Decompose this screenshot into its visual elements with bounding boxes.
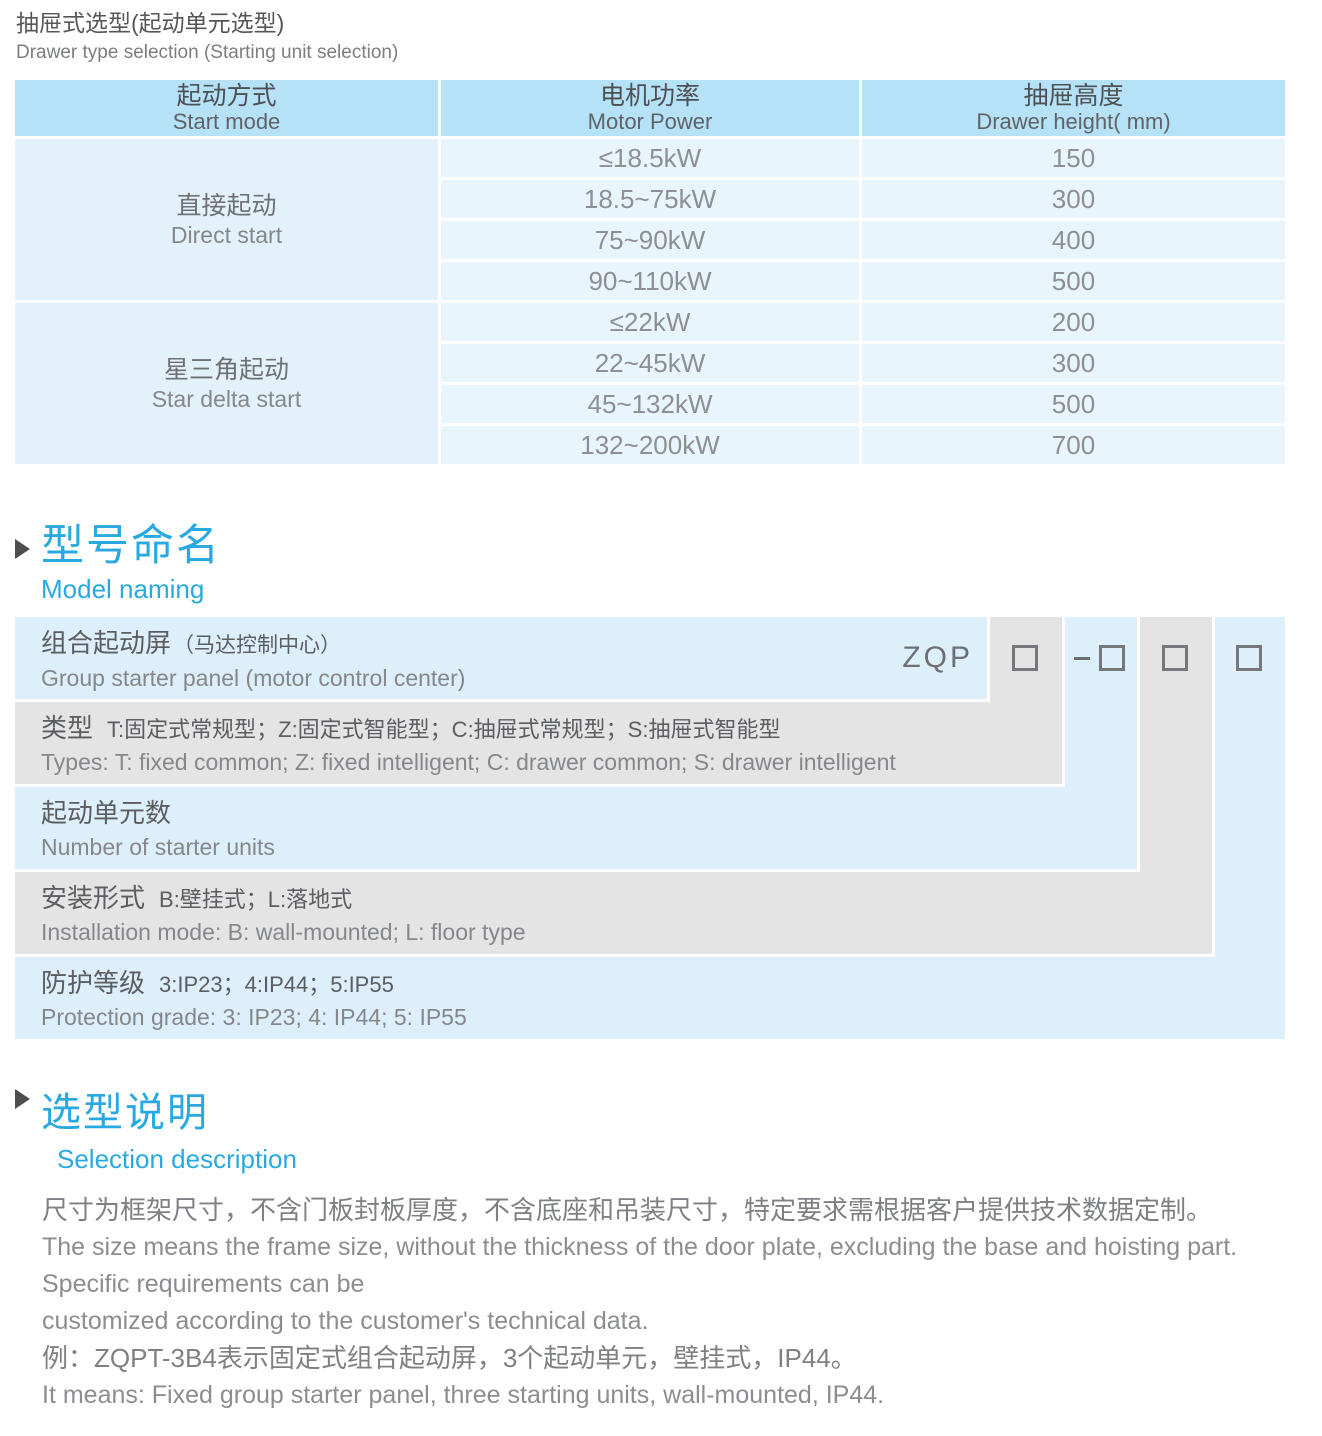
header-zh: 起动方式 xyxy=(176,82,277,110)
page-title: 抽屉式选型(起动单元选型) Drawer type selection (Sta… xyxy=(16,8,398,65)
height-cell: 300 xyxy=(862,180,1285,218)
height-cell: 300 xyxy=(862,344,1285,382)
selection-description-text: 尺寸为框架尺寸，不含门板封板厚度，不含底座和吊装尺寸，特定要求需根据客户提供技术… xyxy=(42,1192,1322,1414)
heading-zh: 型号命名 xyxy=(41,522,221,570)
height-cell: 400 xyxy=(862,221,1285,259)
code-box-holder-units xyxy=(1062,617,1137,699)
power-cell: 90~110kW xyxy=(441,262,859,300)
row-label-zh: 安装形式 B:壁挂式；L:落地式 xyxy=(41,882,1212,916)
heading-en: Selection description xyxy=(57,1144,297,1174)
drawer-selection-table: 起动方式 Start mode 电机功率 Motor Power 抽屉高度 Dr… xyxy=(15,80,1285,464)
description-line: 尺寸为框架尺寸，不含门板封板厚度，不含底座和吊装尺寸，特定要求需根据客户提供技术… xyxy=(42,1195,1213,1225)
power-cell: 75~90kW xyxy=(441,221,859,259)
row-label-zh-detail: （马达控制中心） xyxy=(173,634,342,657)
diagram-row-starter-units: 起动单元数 Number of starter units xyxy=(15,787,1137,869)
section-heading-model-naming: 型号命名 Model naming xyxy=(15,522,221,604)
row-label-zh: 类型 T:固定式常规型；Z:固定式智能型；C:抽屉式常规型；S:抽屉式智能型 xyxy=(41,712,1062,746)
code-box-icon xyxy=(1235,645,1262,671)
model-prefix: ZQP xyxy=(902,641,973,674)
heading-text: 选型说明 Selection description xyxy=(41,1089,297,1174)
header-en: Start mode xyxy=(172,109,281,134)
header-zh: 电机功率 xyxy=(599,82,700,110)
row-label-zh-main: 防护等级 xyxy=(41,968,146,998)
code-box-icon xyxy=(1011,645,1038,671)
model-naming-diagram: 组合起动屏（马达控制中心） Group starter panel (motor… xyxy=(15,617,1285,1039)
table-header-drawer-height: 抽屉高度 Drawer height( mm) xyxy=(862,80,1285,136)
description-line: It means: Fixed group starter panel, thr… xyxy=(42,1381,885,1409)
diagram-row-protection-grade: 防护等级 3:IP23；4:IP44；5:IP55 Protection grad… xyxy=(15,957,1285,1039)
group-label-en: Star delta start xyxy=(151,385,302,412)
triangle-bullet-icon xyxy=(15,1089,30,1109)
heading-zh: 选型说明 xyxy=(41,1091,209,1135)
power-cell: 18.5~75kW xyxy=(441,180,859,218)
row-label-zh-main: 类型 xyxy=(41,713,94,743)
diagram-row-installation-mode: 安装形式 B:壁挂式；L:落地式 Installation mode: B: wa… xyxy=(15,872,1212,954)
start-mode-group-star-delta: 星三角起动 Star delta start xyxy=(15,303,438,464)
row-label-zh: 组合起动屏（马达控制中心） xyxy=(41,627,987,662)
heading-text: 型号命名 Model naming xyxy=(41,522,221,604)
row-label-en: Group starter panel (motor control cente… xyxy=(41,665,466,691)
group-label-zh: 星三角起动 xyxy=(163,355,289,384)
row-label-zh-detail: 3:IP23；4:IP44；5:IP55 xyxy=(159,972,394,997)
row-label-en: Types: T: fixed common; Z: fixed intelli… xyxy=(41,749,896,775)
power-cell: ≤18.5kW xyxy=(441,139,859,177)
power-cell: 22~45kW xyxy=(441,344,859,382)
diagram-row-types: 类型 T:固定式常规型；Z:固定式智能型；C:抽屉式常规型；S:抽屉式智能型 Ty… xyxy=(15,702,1062,784)
height-cell: 700 xyxy=(862,426,1285,464)
power-cell: ≤22kW xyxy=(441,303,859,341)
height-cell: 150 xyxy=(862,139,1285,177)
header-en: Motor Power xyxy=(587,109,713,134)
height-cell: 500 xyxy=(862,385,1285,423)
row-label-en: Number of starter units xyxy=(41,834,275,860)
header-zh: 抽屉高度 xyxy=(1023,82,1124,110)
code-box-holder-type xyxy=(987,617,1062,699)
group-label-en: Direct start xyxy=(170,221,283,248)
row-label-en: Installation mode: B: wall-mounted; L: f… xyxy=(41,919,526,945)
start-mode-group-direct: 直接起动 Direct start xyxy=(15,139,438,300)
page-title-zh: 抽屉式选型(起动单元选型) xyxy=(16,10,285,36)
description-line: customized according to the customer's t… xyxy=(42,1307,649,1335)
power-cell: 132~200kW xyxy=(441,426,859,464)
power-cell: 45~132kW xyxy=(441,385,859,423)
row-label-zh: 起动单元数 xyxy=(41,797,1137,831)
code-box-icon xyxy=(1161,645,1188,671)
page-title-en: Drawer type selection (Starting unit sel… xyxy=(16,42,399,63)
row-label-zh-detail: B:壁挂式；L:落地式 xyxy=(159,887,353,912)
row-label-en: Protection grade: 3: IP23; 4: IP44; 5: I… xyxy=(41,1004,467,1030)
table-header-start-mode: 起动方式 Start mode xyxy=(15,80,438,136)
dash-icon xyxy=(1074,656,1090,660)
code-box-holder-protection xyxy=(1212,617,1285,699)
row-label-zh-detail: T:固定式常规型；Z:固定式智能型；C:抽屉式常规型；S:抽屉式智能型 xyxy=(107,717,781,742)
description-line: The size means the frame size, without t… xyxy=(42,1233,1238,1298)
triangle-bullet-icon xyxy=(15,539,30,559)
row-label-zh-main: 组合起动屏 xyxy=(41,628,172,658)
section-heading-selection-description: 选型说明 Selection description xyxy=(15,1089,297,1174)
height-cell: 500 xyxy=(862,262,1285,300)
height-cell: 200 xyxy=(862,303,1285,341)
row-label-zh-main: 起动单元数 xyxy=(41,798,172,828)
description-line: 例：ZQPT-3B4表示固定式组合起动屏，3个起动单元，壁挂式，IP44。 xyxy=(42,1343,857,1373)
heading-en: Model naming xyxy=(41,574,205,604)
group-label-zh: 直接起动 xyxy=(176,191,277,220)
diagram-row-group-starter-panel: 组合起动屏（马达控制中心） Group starter panel (motor… xyxy=(15,617,987,699)
code-box-holder-installation xyxy=(1137,617,1212,699)
code-box-icon xyxy=(1099,645,1125,671)
header-en: Drawer height( mm) xyxy=(976,109,1171,134)
row-label-zh: 防护等级 3:IP23；4:IP44；5:IP55 xyxy=(41,967,1285,1001)
row-label-zh-main: 安装形式 xyxy=(41,883,146,913)
table-header-motor-power: 电机功率 Motor Power xyxy=(441,80,859,136)
